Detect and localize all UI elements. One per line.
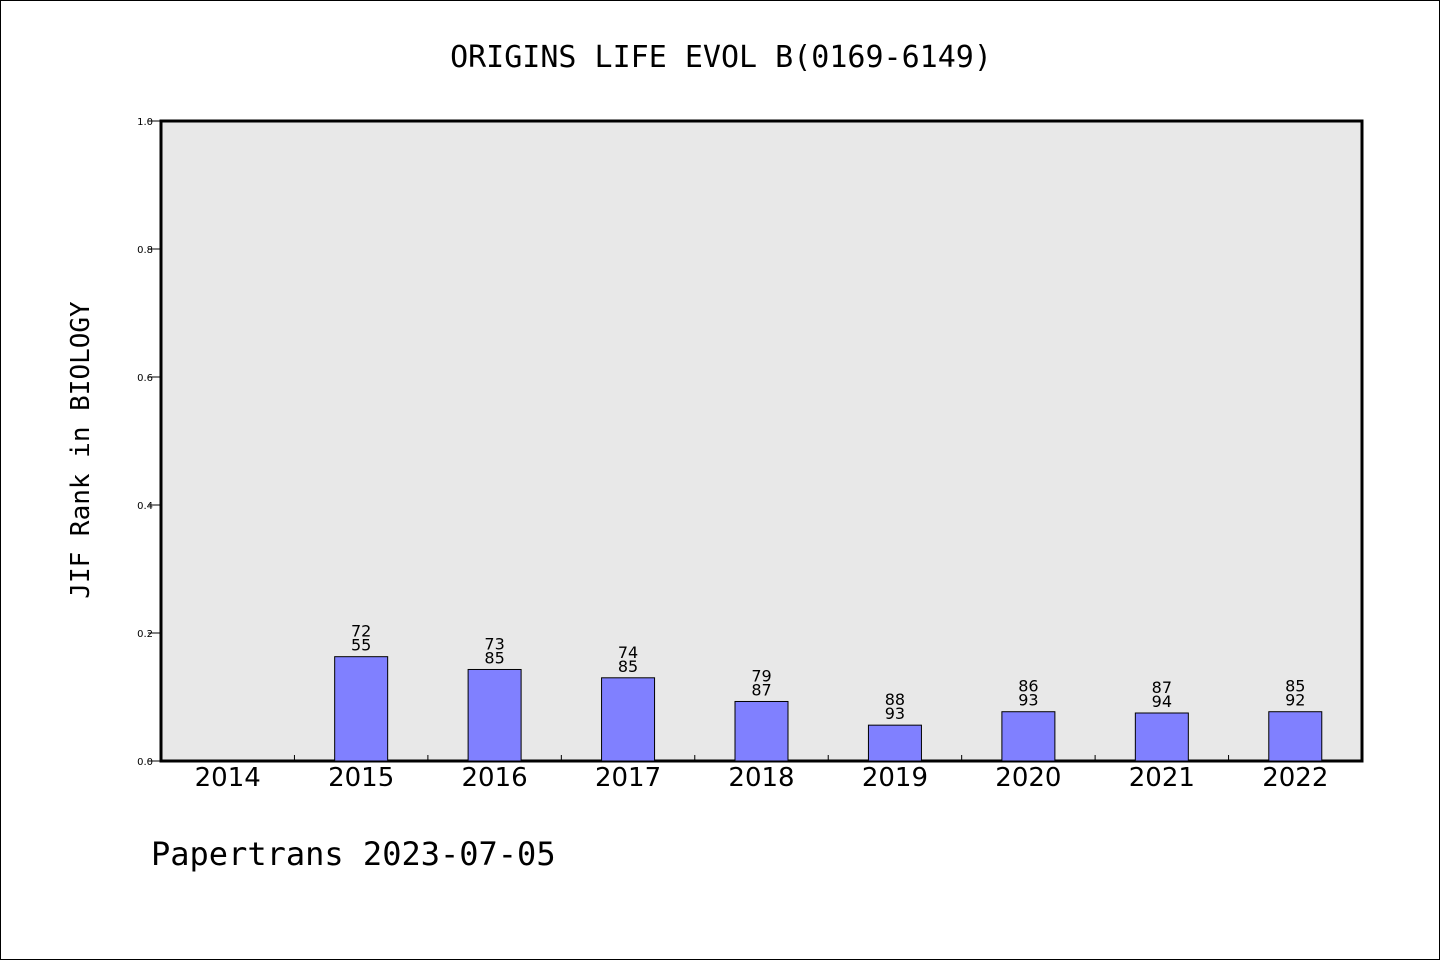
bar: [467, 668, 522, 762]
plot-area: [159, 119, 1364, 763]
bar: [867, 724, 922, 762]
bar-label-rank: 74: [618, 643, 638, 662]
bar-label-total: 93: [885, 704, 905, 723]
bar-label-total: 92: [1285, 691, 1305, 710]
x-tick-label: 2017: [595, 763, 661, 793]
bar: [601, 677, 656, 762]
x-tick-label: 2014: [195, 763, 261, 793]
bar: [1268, 711, 1323, 762]
y-tick-label: 0.0: [137, 757, 153, 768]
bar-label-rank: 85: [1285, 677, 1305, 696]
bar-label-rank: 79: [751, 666, 771, 685]
y-tick-label: 0.2: [137, 629, 153, 640]
bar-label-rank: 73: [484, 634, 504, 653]
bar-label-total: 85: [484, 648, 504, 667]
y-tick-label: 0.6: [137, 373, 153, 384]
y-axis: 0.0 0.2 0.4 0.6 0.8 1.0: [137, 117, 161, 768]
bar: [1134, 712, 1189, 762]
bar-label-rank: 87: [1152, 678, 1172, 697]
bar: [1001, 711, 1056, 762]
bar: [334, 656, 389, 762]
x-tick-label: 2021: [1129, 763, 1195, 793]
bar-label-total: 87: [751, 680, 771, 699]
y-tick-label: 1.0: [137, 117, 153, 128]
x-axis: 2014 2015 2016 2017 2018 2019 2020 2021 2022: [195, 755, 1328, 793]
footer-source-date: Papertrans 2023-07-05: [151, 835, 556, 873]
x-tick-label: 2015: [328, 763, 394, 793]
chart-title: ORIGINS LIFE EVOL B(0169-6149): [450, 40, 992, 75]
bar-label-rank: 72: [351, 622, 371, 641]
x-tick-label: 2019: [862, 763, 928, 793]
bars: [334, 656, 1323, 762]
bar-label-total: 94: [1152, 692, 1172, 711]
bar-label-rank: 86: [1018, 677, 1038, 696]
y-tick-label: 0.4: [137, 501, 153, 512]
x-tick-label: 2022: [1262, 763, 1328, 793]
bar: [734, 700, 789, 762]
y-tick-label: 0.8: [137, 245, 153, 256]
bar-label-rank: 88: [885, 690, 905, 709]
bar-label-total: 93: [1018, 691, 1038, 710]
bar-label-total: 85: [618, 657, 638, 676]
bar-label-total: 55: [351, 636, 371, 655]
y-axis-label: JIF Rank in BIOLOGY: [66, 301, 96, 599]
x-tick-label: 2016: [462, 763, 528, 793]
x-tick-label: 2018: [728, 763, 794, 793]
x-tick-label: 2020: [995, 763, 1061, 793]
